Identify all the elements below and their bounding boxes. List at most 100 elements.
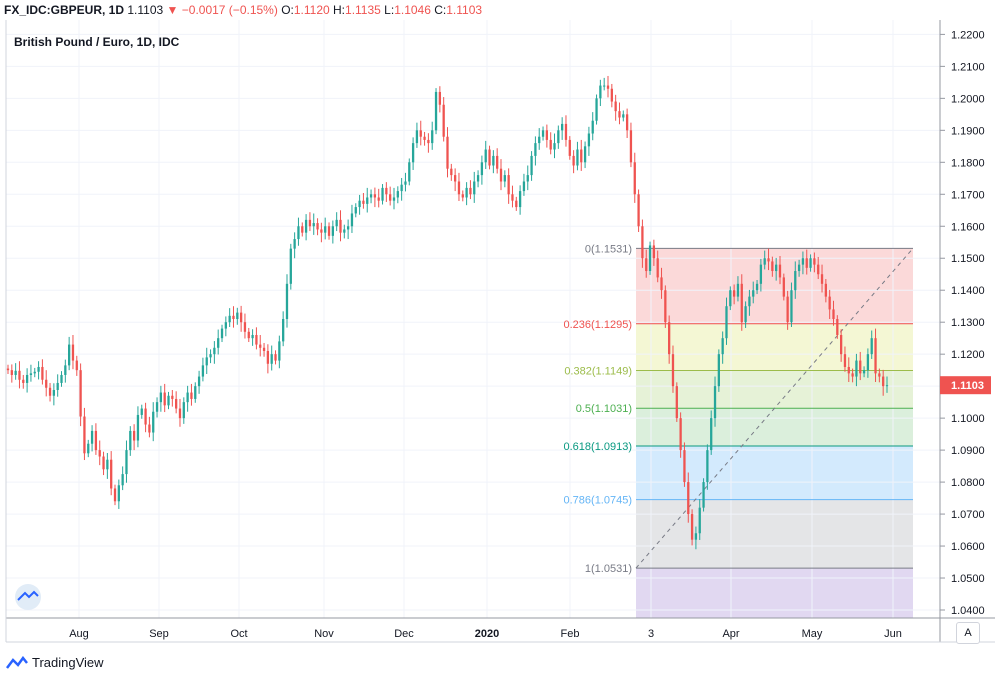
candle-body xyxy=(144,408,147,425)
candle-body xyxy=(805,258,808,268)
candle-body xyxy=(564,123,568,140)
candle-body xyxy=(603,85,606,87)
fib-level-label: 1(1.0531) xyxy=(585,563,632,575)
candle-body xyxy=(312,223,315,227)
candle-body xyxy=(855,360,858,377)
y-tick-label: 1.0500 xyxy=(951,573,985,585)
open-value: 1.1120 xyxy=(293,3,330,17)
candle-body xyxy=(648,245,652,272)
candle-body xyxy=(870,338,873,355)
candle-body xyxy=(557,130,560,144)
y-tick-label: 1.1000 xyxy=(951,413,985,425)
low-label: L: xyxy=(384,3,395,17)
candle-body xyxy=(721,338,724,355)
y-tick-label: 1.2100 xyxy=(951,61,985,73)
candle-body xyxy=(431,130,434,144)
candle-body xyxy=(671,354,675,387)
candle-body xyxy=(568,139,571,156)
x-tick-label: Aug xyxy=(69,628,89,640)
candle-body xyxy=(836,319,839,335)
candle-body xyxy=(232,315,235,319)
candle-body xyxy=(740,283,743,323)
candle-body xyxy=(282,319,285,342)
candle-body xyxy=(48,387,52,396)
fib-band xyxy=(636,370,913,409)
candle-body xyxy=(175,398,178,409)
candle-body xyxy=(622,114,625,118)
candle-body xyxy=(679,418,682,451)
candle-body xyxy=(236,312,239,319)
candle-body xyxy=(102,456,105,470)
candle-body xyxy=(274,354,277,361)
candle-body xyxy=(10,370,13,375)
low-value: 1.1046 xyxy=(394,3,431,17)
fib-level-label: 0(1.1531) xyxy=(585,243,632,255)
candle-body xyxy=(534,143,537,156)
candle-body xyxy=(442,104,445,137)
candle-body xyxy=(515,200,518,208)
fib-band xyxy=(636,408,913,446)
candle-body xyxy=(530,155,533,176)
tradingview-watermark-icon[interactable] xyxy=(15,584,41,610)
candle-body xyxy=(606,85,610,89)
candle-body xyxy=(885,385,889,387)
candle-body xyxy=(289,248,292,284)
high-label: H: xyxy=(333,3,346,17)
candle-body xyxy=(354,207,357,214)
y-tick-label: 1.1400 xyxy=(951,285,985,297)
y-tick-label: 1.0600 xyxy=(951,541,985,553)
fib-trend-line xyxy=(635,247,914,569)
candle-body xyxy=(488,149,491,166)
candle-body xyxy=(121,474,124,486)
candle-body xyxy=(186,392,189,403)
high-value: 1.1135 xyxy=(345,3,381,17)
candle-body xyxy=(220,328,224,339)
candle-body xyxy=(652,245,656,259)
candle-body xyxy=(255,334,258,345)
y-tick-label: 1.1600 xyxy=(951,221,985,233)
candle-body xyxy=(335,219,338,227)
tradingview-logo-icon[interactable] xyxy=(6,655,28,670)
candle-body xyxy=(748,296,751,307)
candle-body xyxy=(828,296,831,310)
close-value: 1.1103 xyxy=(446,3,483,17)
candle-body xyxy=(293,239,296,249)
candle-body xyxy=(465,187,468,198)
candle-body xyxy=(450,168,453,176)
fib-level-label: 0.618(1.0913) xyxy=(564,441,633,453)
brand-label[interactable]: TradingView xyxy=(32,655,104,670)
candle-body xyxy=(660,277,663,291)
candle-body xyxy=(98,450,101,457)
candle-body xyxy=(859,360,862,374)
candle-body xyxy=(140,408,143,415)
candle-body xyxy=(224,322,227,329)
candle-body xyxy=(262,347,266,351)
y-tick-label: 1.0800 xyxy=(951,477,985,489)
candle-body xyxy=(817,264,820,275)
candle-body xyxy=(755,283,759,291)
candle-body xyxy=(775,264,778,272)
candle-body xyxy=(56,382,59,390)
candle-body xyxy=(369,194,373,198)
candle-body xyxy=(553,143,556,150)
candle-body xyxy=(625,114,629,131)
x-tick-label: Feb xyxy=(561,628,580,640)
candle-body xyxy=(786,296,789,323)
x-tick-label: Jun xyxy=(884,628,902,640)
candle-body xyxy=(182,402,185,419)
fib-level-label: 0.382(1.1149) xyxy=(564,365,632,377)
y-tick-label: 1.1500 xyxy=(951,253,985,265)
fib-band xyxy=(636,499,913,569)
candle-body xyxy=(637,194,640,227)
candle-body xyxy=(377,197,380,201)
candle-body xyxy=(878,373,881,377)
y-tick-label: 1.0700 xyxy=(951,509,985,521)
candle-body xyxy=(87,443,90,454)
candle-body xyxy=(159,392,163,403)
auto-scale-button[interactable]: A xyxy=(956,622,980,644)
footer: TradingView xyxy=(6,655,104,670)
candle-body xyxy=(702,482,705,508)
candle-body xyxy=(801,258,805,265)
candle-body xyxy=(767,258,770,262)
